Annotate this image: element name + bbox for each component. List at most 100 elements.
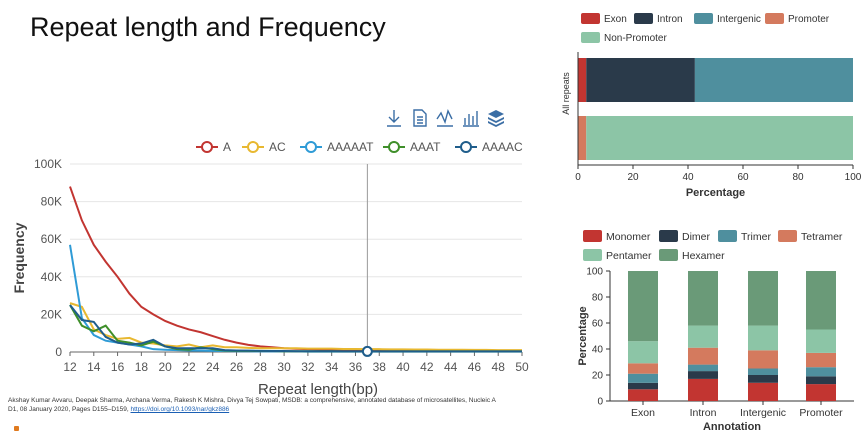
legend-swatch xyxy=(694,13,713,24)
x-tick-label: 30 xyxy=(277,360,291,374)
y-axis-label: Percentage xyxy=(577,306,589,365)
series-line-AAAAAT xyxy=(69,244,522,353)
y-tick-label: 80K xyxy=(41,195,62,209)
legend-swatch xyxy=(778,230,797,242)
x-tick-label: Exon xyxy=(631,407,655,419)
x-tick-label: 42 xyxy=(420,360,434,374)
legend-marker xyxy=(388,141,400,153)
y-tick-label: 100 xyxy=(586,267,603,278)
x-tick-label: 24 xyxy=(206,360,220,374)
y-tick-label: 0 xyxy=(597,397,603,408)
legend-swatch xyxy=(659,230,678,242)
y-tick-label: 40K xyxy=(41,270,62,284)
legend-label: Promoter xyxy=(788,14,830,25)
bar-segment-trimer xyxy=(748,368,778,375)
legend-label: AAAT xyxy=(410,140,441,154)
x-tick-label: 46 xyxy=(468,360,482,374)
citation-text-2: D1, 08 January 2020, Pages D155–D159, xyxy=(8,406,129,413)
y-axis-label: All repeats xyxy=(562,72,571,115)
legend-swatch xyxy=(581,32,600,43)
legend-label: AAAAC xyxy=(482,140,523,154)
slide-marker-icon xyxy=(14,426,19,431)
legend-label: Hexamer xyxy=(682,250,725,262)
bar-segment-tetramer xyxy=(748,350,778,369)
legend-item-trimer[interactable]: Trimer xyxy=(718,230,771,243)
legend-item-AC[interactable]: AC xyxy=(242,140,286,154)
legend-item-non-promoter[interactable]: Non-Promoter xyxy=(581,32,667,44)
x-tick-label: 32 xyxy=(301,360,315,374)
x-axis-label: Percentage xyxy=(686,187,745,199)
x-tick-label: 20 xyxy=(158,360,172,374)
bar-segment-intergenic xyxy=(694,58,853,102)
x-tick-label: 38 xyxy=(373,360,387,374)
legend-marker xyxy=(305,141,317,153)
x-tick-label: 22 xyxy=(182,360,196,374)
legend-item-promoter[interactable]: Promoter xyxy=(765,13,830,25)
legend-swatch xyxy=(583,230,602,242)
y-axis-label: Frequency xyxy=(11,222,27,293)
legend-swatch xyxy=(583,249,602,261)
stack-icon[interactable] xyxy=(488,110,504,127)
legend-swatch xyxy=(765,13,784,24)
bar-segment-monomer xyxy=(806,384,836,401)
repeat-type-bar-chart: Monomer Dimer Trimer Tetramer Pentamer Hexame… xyxy=(577,230,854,433)
citation-line-2: D1, 08 January 2020, Pages D155–D159, ht… xyxy=(8,405,564,414)
bar-segment-dimer xyxy=(806,376,836,385)
legend-marker xyxy=(247,141,259,153)
legend-item-A[interactable]: A xyxy=(196,140,231,154)
x-tick-label: 40 xyxy=(682,172,694,183)
legend-item-AAAAC[interactable]: AAAAC xyxy=(455,140,523,154)
bar-segment-trimer xyxy=(628,373,658,383)
x-tick-label: 28 xyxy=(254,360,268,374)
bar-segment-pentamer xyxy=(806,329,836,353)
bar-segment-tetramer xyxy=(806,352,836,368)
legend-item-pentamer[interactable]: Pentamer xyxy=(583,249,652,262)
bar-segment-monomer xyxy=(688,378,718,401)
x-tick-label: 40 xyxy=(396,360,410,374)
chart-toolbar xyxy=(387,109,504,127)
bar-segment-promoter xyxy=(578,116,587,160)
legend-item-intron[interactable]: Intron xyxy=(634,13,683,25)
cursor-point xyxy=(361,345,373,357)
legend-label: Tetramer xyxy=(801,231,843,243)
legend-label: Exon xyxy=(604,14,627,25)
x-tick-label: 26 xyxy=(230,360,244,374)
y-tick-label: 60K xyxy=(41,232,62,246)
bar-segment-tetramer xyxy=(628,363,658,374)
legend-item-exon[interactable]: Exon xyxy=(581,13,627,25)
legend-label: Intergenic xyxy=(717,14,761,25)
citation-line-1: Akshay Kumar Avvaru, Deepak Sharma, Arch… xyxy=(8,397,496,404)
line-switch-icon[interactable] xyxy=(436,109,453,127)
x-tick-label: 100 xyxy=(845,172,862,183)
line-chart: 0 20K 40K 60K 80K 100K 12 14 16 18 20 22 24 26 28 30 32 3… xyxy=(11,140,529,398)
bar-segment-monomer xyxy=(628,389,658,401)
bar-segment-monomer xyxy=(748,382,778,401)
bar-segment-pentamer xyxy=(628,341,658,364)
bar-segment-exon xyxy=(578,58,587,102)
download-icon[interactable] xyxy=(387,110,401,127)
series-line-AAAAC xyxy=(69,304,522,353)
y-tick-label: 80 xyxy=(592,293,604,304)
legend-item-monomer[interactable]: Monomer xyxy=(583,230,651,243)
citation-link[interactable]: https://doi.org/10.1093/nar/gkz886 xyxy=(130,406,230,413)
legend-label: AAAAAT xyxy=(327,140,374,154)
x-tick-label: 18 xyxy=(135,360,149,374)
legend-label: Trimer xyxy=(741,231,771,243)
legend-item-AAAT[interactable]: AAAT xyxy=(383,140,441,154)
annotation-bar-chart: Exon Intron Intergenic Promoter Non-Promoter… xyxy=(562,13,862,199)
x-tick-label: Intergenic xyxy=(740,407,786,419)
bar-switch-icon[interactable] xyxy=(463,111,479,127)
legend-swatch xyxy=(718,230,737,242)
x-tick-label: 0 xyxy=(575,172,581,183)
legend-item-intergenic[interactable]: Intergenic xyxy=(694,13,761,25)
legend-item-dimer[interactable]: Dimer xyxy=(659,230,711,243)
x-tick-label: 44 xyxy=(444,360,458,374)
bar-segment-dimer xyxy=(688,371,718,379)
x-tick-label: 14 xyxy=(87,360,101,374)
legend-item-AAAAAT[interactable]: AAAAAT xyxy=(300,140,374,154)
legend-label: A xyxy=(223,140,231,154)
bar-segment-trimer xyxy=(688,364,718,372)
legend-item-hexamer[interactable]: Hexamer xyxy=(659,249,725,262)
legend-item-tetramer[interactable]: Tetramer xyxy=(778,230,843,243)
data-view-icon[interactable] xyxy=(413,109,427,127)
